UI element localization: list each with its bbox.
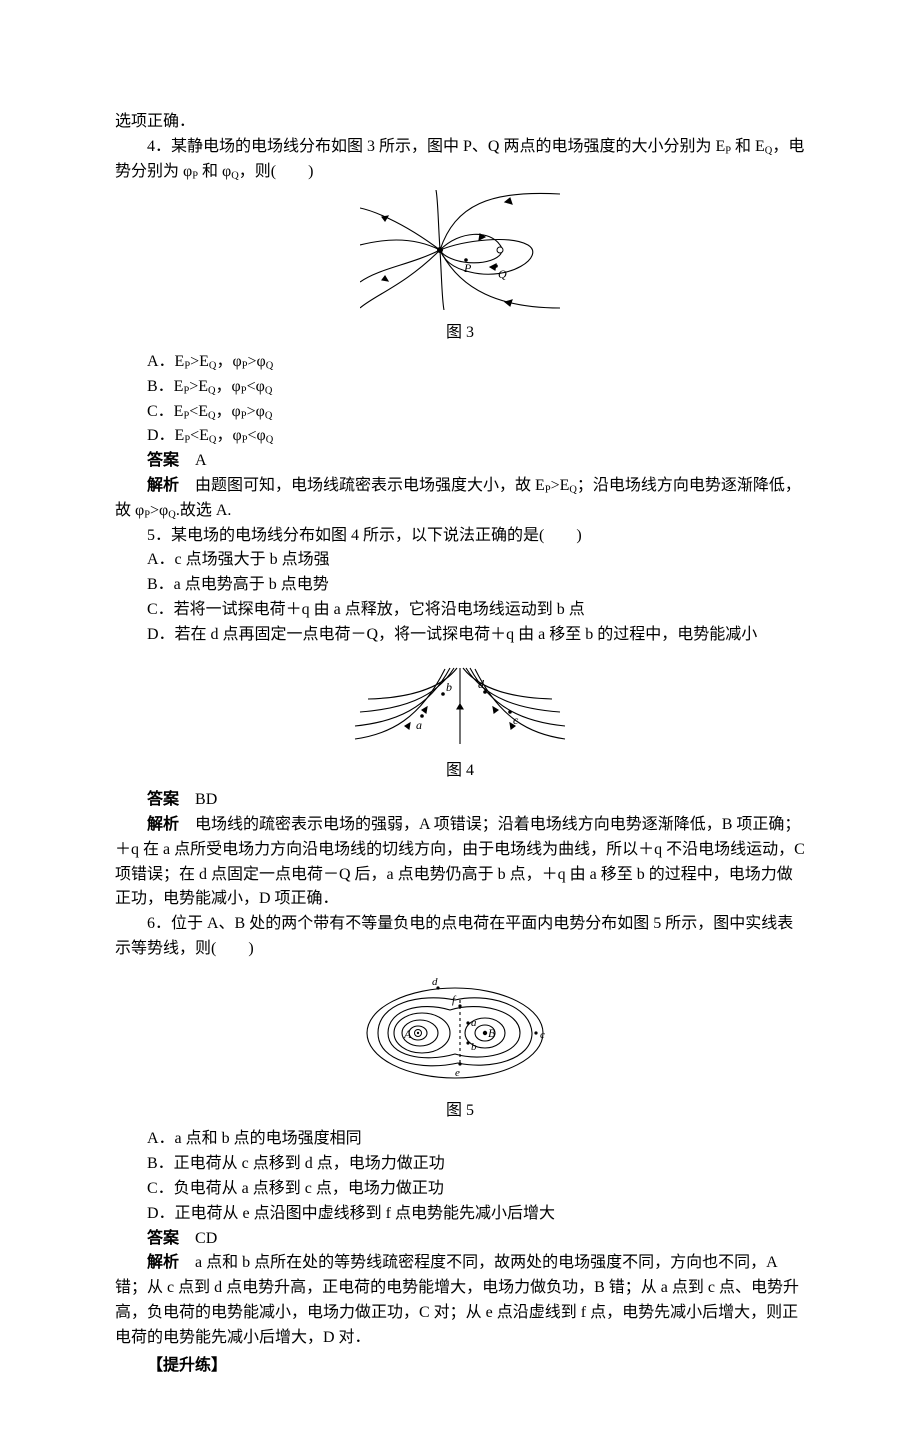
q6-stem: 6．位于 A、B 处的两个带有不等量负电的点电荷在平面内电势分布如图 5 所示，…: [115, 912, 805, 962]
q6-expl-text: a 点和 b 点所在处的等势线疏密程度不同，故两处的电场强度不同，方向也不同，A…: [115, 1254, 799, 1345]
fig4-label-a: a: [416, 718, 422, 732]
q4-options: A．EP>EQ，φP>φQ B．EP>EQ，φP<φQ C．EP<EQ，φP>φ…: [115, 350, 805, 449]
q6-opt-d: D．正电荷从 e 点沿图中虚线移到 f 点电势能先减小后增大: [147, 1202, 805, 1227]
q6-opt-c: C．负电荷从 a 点移到 c 点，电场力做正功: [147, 1177, 805, 1202]
q6-figure: A B a b c d e f: [115, 968, 805, 1097]
q4-opt-d: D．EP<EQ，φP<φQ: [147, 424, 805, 449]
q6-opt-a: A．a 点和 b 点的电场强度相同: [147, 1127, 805, 1152]
q5-opt-c: C．若将一试探电荷＋q 由 a 点释放，它将沿电场线运动到 b 点: [147, 598, 805, 623]
section-heading: 【提升练】: [115, 1354, 805, 1379]
fig4-label-c: c: [513, 713, 519, 727]
q4-expl: 解析 由题图可知，电场线疏密表示电场强度大小，故 EP>EQ；沿电场线方向电势逐…: [115, 474, 805, 524]
figure-5-svg: A B a b c d e f: [360, 968, 560, 1088]
figure-4-svg: a b c d: [350, 654, 570, 749]
q5-expl-text: 电场线的疏密表示电场的强弱，A 项错误；沿着电场线方向电势逐渐降低，B 项正确；…: [115, 816, 805, 907]
fig5-label-a: a: [471, 1017, 477, 1029]
q5-options: A．c 点场强大于 b 点场强 B．a 点电势高于 b 点电势 C．若将一试探电…: [115, 548, 805, 622]
q4-opt-a: A．EP>EQ，φP>φQ: [147, 350, 805, 375]
q6-caption: 图 5: [115, 1099, 805, 1124]
q6-expl-label: 解析: [147, 1254, 179, 1271]
q4-answer-line: 答案 A: [115, 449, 805, 474]
q6-expl: 解析 a 点和 b 点所在处的等势线疏密程度不同，故两处的电场强度不同，方向也不…: [115, 1251, 805, 1350]
q4-caption: 图 3: [115, 321, 805, 346]
q4-stem-mid1: 和 E: [731, 138, 765, 155]
q4-answer-value: A: [195, 452, 207, 469]
q5-stem: 5．某电场的电场线分布如图 4 所示，以下说法正确的是( ): [115, 524, 805, 549]
q6-opt-b: B．正电荷从 c 点移到 d 点，电场力做正功: [147, 1152, 805, 1177]
q5-opt-b: B．a 点电势高于 b 点电势: [147, 573, 805, 598]
q4-opt-c: C．EP<EQ，φP>φQ: [147, 400, 805, 425]
q6-answer-line: 答案 CD: [115, 1227, 805, 1252]
q5-expl-label: 解析: [147, 816, 179, 833]
q4-stem-lead: 4．某静电场的电场线分布如图 3 所示，图中 P、Q 两点的电场强度的大小分别为…: [147, 138, 725, 155]
fig5-label-B: B: [488, 1026, 496, 1040]
q5-figure: a b c d: [115, 654, 805, 758]
q6-answer-label: 答案: [147, 1230, 179, 1247]
fig5-label-e: e: [455, 1067, 460, 1079]
fig5-label-d: d: [432, 976, 438, 988]
fig5-label-A: A: [403, 1027, 412, 1041]
q4-stem-end: ，则( ): [239, 163, 314, 180]
q4-stem-mid3: 和 φ: [198, 163, 231, 180]
q4-opt-b: B．EP>EQ，φP<φQ: [147, 375, 805, 400]
fig3-label-p: P: [463, 261, 472, 275]
fig4-label-b: b: [446, 680, 452, 694]
q6-options: A．a 点和 b 点的电场强度相同 B．正电荷从 c 点移到 d 点，电场力做正…: [115, 1127, 805, 1226]
q4-figure: P Q: [115, 190, 805, 319]
q5-answer-label: 答案: [147, 791, 179, 808]
page: 选项正确． 4．某静电场的电场线分布如图 3 所示，图中 P、Q 两点的电场强度…: [0, 0, 920, 1439]
q5-opt-d: D．若在 d 点再固定一点电荷－Q，将一试探电荷＋q 由 a 移至 b 的过程中…: [115, 623, 805, 648]
q5-expl: 解析 电场线的疏密表示电场的强弱，A 项错误；沿着电场线方向电势逐渐降低，B 项…: [115, 813, 805, 912]
q4-expl-label: 解析: [147, 477, 179, 494]
q5-caption: 图 4: [115, 759, 805, 784]
q5-opt-a: A．c 点场强大于 b 点场强: [147, 548, 805, 573]
figure-3-svg: P Q: [360, 190, 560, 310]
q4-stem: 4．某静电场的电场线分布如图 3 所示，图中 P、Q 两点的电场强度的大小分别为…: [115, 135, 805, 185]
fig4-label-d: d: [478, 677, 485, 691]
q6-answer-value: CD: [195, 1230, 217, 1247]
fig3-label-q: Q: [498, 267, 507, 281]
fig5-label-b: b: [471, 1041, 477, 1053]
q4-sub-q2: Q: [231, 170, 239, 181]
q4-answer-label: 答案: [147, 452, 179, 469]
prev-tail: 选项正确．: [115, 110, 805, 135]
q5-answer-value: BD: [195, 791, 217, 808]
q5-answer-line: 答案 BD: [115, 788, 805, 813]
fig5-label-c: c: [540, 1029, 545, 1041]
